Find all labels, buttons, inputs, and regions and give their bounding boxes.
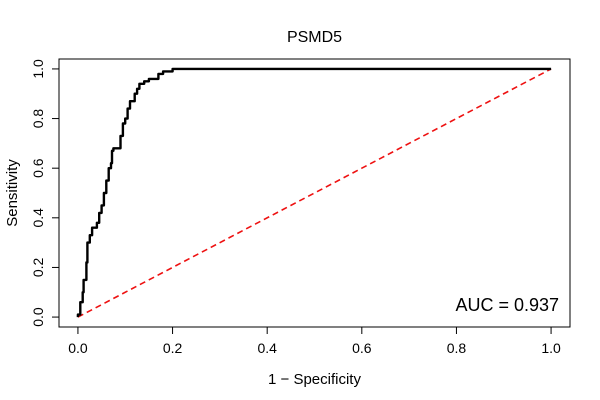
reference-line-group bbox=[77, 68, 552, 318]
y-tick-label: 0.8 bbox=[30, 109, 46, 129]
x-tick-label: 0.2 bbox=[163, 340, 183, 356]
x-tick-label: 0.4 bbox=[257, 340, 277, 356]
x-axis: 0.0 0.2 0.4 0.6 0.8 1.0 bbox=[68, 326, 561, 356]
reference-diagonal-line bbox=[77, 68, 552, 318]
x-axis-title: 1 − Specificity bbox=[268, 371, 361, 388]
x-tick-label: 1.0 bbox=[541, 340, 561, 356]
auc-annotation: AUC = 0.937 bbox=[455, 295, 559, 315]
y-tick-label: 0.2 bbox=[30, 258, 46, 278]
y-tick-label: 0.0 bbox=[30, 307, 46, 327]
y-axis-title: Sensitivity bbox=[4, 159, 21, 227]
y-tick-label: 0.4 bbox=[30, 208, 46, 228]
roc-curve bbox=[76, 67, 552, 318]
x-tick-label: 0.0 bbox=[68, 340, 88, 356]
x-tick-label: 0.6 bbox=[352, 340, 372, 356]
y-tick-label: 1.0 bbox=[30, 59, 46, 79]
roc-curve-group bbox=[76, 67, 552, 318]
y-tick-label: 0.6 bbox=[30, 158, 46, 178]
x-tick-label: 0.8 bbox=[447, 340, 467, 356]
chart-title: PSMD5 bbox=[287, 29, 342, 46]
y-axis: 0.0 0.2 0.4 0.6 0.8 1.0 bbox=[30, 59, 60, 327]
